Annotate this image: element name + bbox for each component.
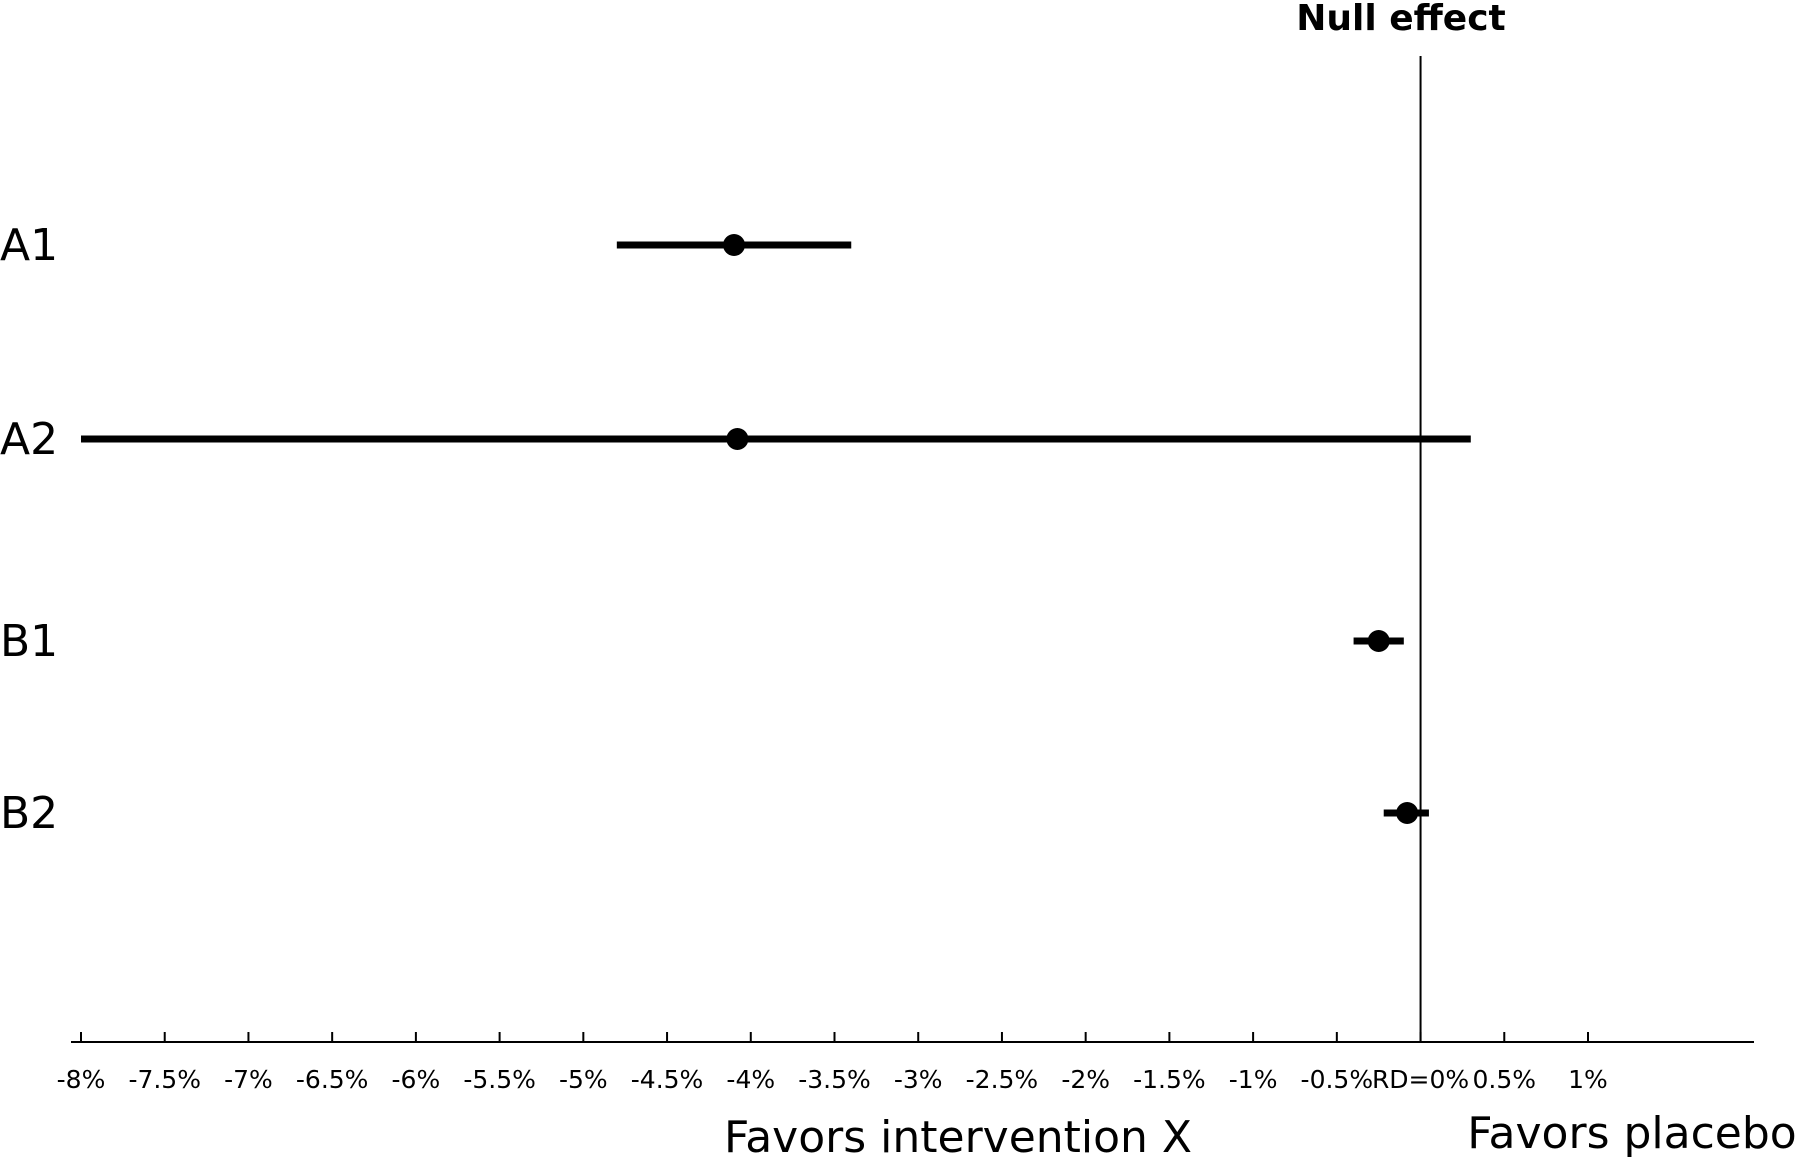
favors-placebo-label: Favors placebo [1467,1108,1796,1159]
row-label: B2 [0,788,58,839]
row-label: A2 [0,414,58,465]
x-tick-label: -5.5% [463,1065,536,1094]
x-tick-label: -3% [894,1065,943,1094]
row-label: B1 [0,616,58,667]
x-tick-label: RD=0% [1372,1065,1469,1094]
x-tick-label: -7% [224,1065,273,1094]
x-tick-label: -2% [1061,1065,1110,1094]
x-tick-label: 1% [1568,1065,1608,1094]
x-tick-label: -0.5% [1301,1065,1374,1094]
x-tick-label: -1% [1229,1065,1278,1094]
favors-intervention-label: Favors intervention X [724,1112,1192,1161]
x-axis-tick-labels: -8% -7.5% -7% -6.5% -6% -5.5% -5% -4.5% -4% -3.5%… [57,1065,1608,1094]
x-tick-label: -1.5% [1133,1065,1206,1094]
x-tick-label: 0.5% [1473,1065,1537,1094]
null-effect-title: Null effect [1296,0,1506,39]
x-tick-label: -6.5% [296,1065,369,1094]
x-tick-label: -7.5% [128,1065,201,1094]
x-tick-label: -6% [392,1065,441,1094]
x-axis-ticks [80,1032,1589,1042]
forest-rows: A1 A2 B1 B2 [0,220,1471,839]
x-tick-label: -8% [57,1065,106,1094]
x-tick-label: -4% [726,1065,775,1094]
point-estimate-marker [1367,630,1390,652]
x-tick-label: -4.5% [631,1065,704,1094]
x-tick-label: -3.5% [798,1065,871,1094]
x-tick-label: -5% [559,1065,608,1094]
x-tick-label: -2.5% [966,1065,1039,1094]
row-label: A1 [0,220,58,271]
point-estimate-marker [1396,802,1419,824]
point-estimate-marker [726,428,749,450]
point-estimate-marker [723,234,746,256]
